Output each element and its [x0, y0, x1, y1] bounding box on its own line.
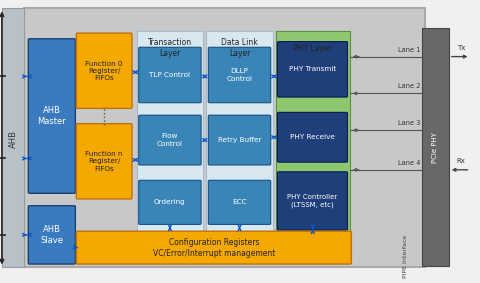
Text: DLLP
Control: DLLP Control	[227, 68, 252, 82]
Bar	[422, 28, 449, 266]
Bar	[24, 8, 425, 267]
Text: AHB
Slave: AHB Slave	[40, 225, 63, 245]
Text: Lane 3: Lane 3	[397, 120, 420, 126]
Text: Tx: Tx	[456, 45, 465, 51]
FancyBboxPatch shape	[277, 112, 348, 162]
FancyBboxPatch shape	[208, 115, 271, 165]
Bar	[137, 31, 203, 263]
Text: Lane 4: Lane 4	[397, 160, 420, 166]
Bar	[2, 8, 24, 267]
FancyBboxPatch shape	[76, 124, 132, 199]
Text: Configuration Registers
VC/Error/Interrupt management: Configuration Registers VC/Error/Interru…	[153, 238, 275, 258]
Text: ECC: ECC	[232, 199, 247, 205]
Text: Lane 1: Lane 1	[397, 46, 420, 53]
FancyBboxPatch shape	[28, 39, 75, 193]
FancyBboxPatch shape	[277, 42, 348, 97]
FancyBboxPatch shape	[139, 115, 201, 165]
Text: PCIe PHY: PCIe PHY	[432, 132, 438, 163]
Text: Data Link
Layer: Data Link Layer	[221, 38, 258, 58]
Text: PHY Receive: PHY Receive	[290, 134, 335, 140]
FancyBboxPatch shape	[139, 47, 201, 103]
FancyBboxPatch shape	[208, 180, 271, 224]
Text: PHY Controller
(LTSSM, etc): PHY Controller (LTSSM, etc)	[288, 194, 337, 208]
Text: Flow
Control: Flow Control	[157, 134, 183, 147]
Text: Lane 2: Lane 2	[397, 83, 420, 89]
Text: Retry Buffer: Retry Buffer	[218, 137, 261, 143]
FancyBboxPatch shape	[277, 172, 348, 230]
FancyBboxPatch shape	[139, 180, 201, 224]
Text: Transaction
Layer: Transaction Layer	[148, 38, 192, 58]
Text: Function 0
Register/
FIFOs: Function 0 Register/ FIFOs	[85, 61, 123, 81]
Text: Rx: Rx	[456, 158, 465, 164]
FancyBboxPatch shape	[76, 231, 351, 264]
Text: PIPE Interface: PIPE Interface	[403, 235, 408, 278]
Text: AHB
Master: AHB Master	[37, 106, 66, 126]
Text: Ordering: Ordering	[154, 199, 186, 205]
FancyBboxPatch shape	[76, 33, 132, 108]
Bar	[206, 31, 273, 263]
Bar	[276, 31, 350, 263]
Text: PHY Layer: PHY Layer	[293, 44, 332, 53]
Text: Function n
Register/
FIFOs: Function n Register/ FIFOs	[85, 151, 123, 171]
Text: TLP Control: TLP Control	[149, 72, 191, 78]
Text: AHB: AHB	[9, 130, 17, 148]
Text: PHY Transmit: PHY Transmit	[289, 66, 336, 72]
FancyBboxPatch shape	[28, 206, 75, 264]
FancyBboxPatch shape	[208, 47, 271, 103]
